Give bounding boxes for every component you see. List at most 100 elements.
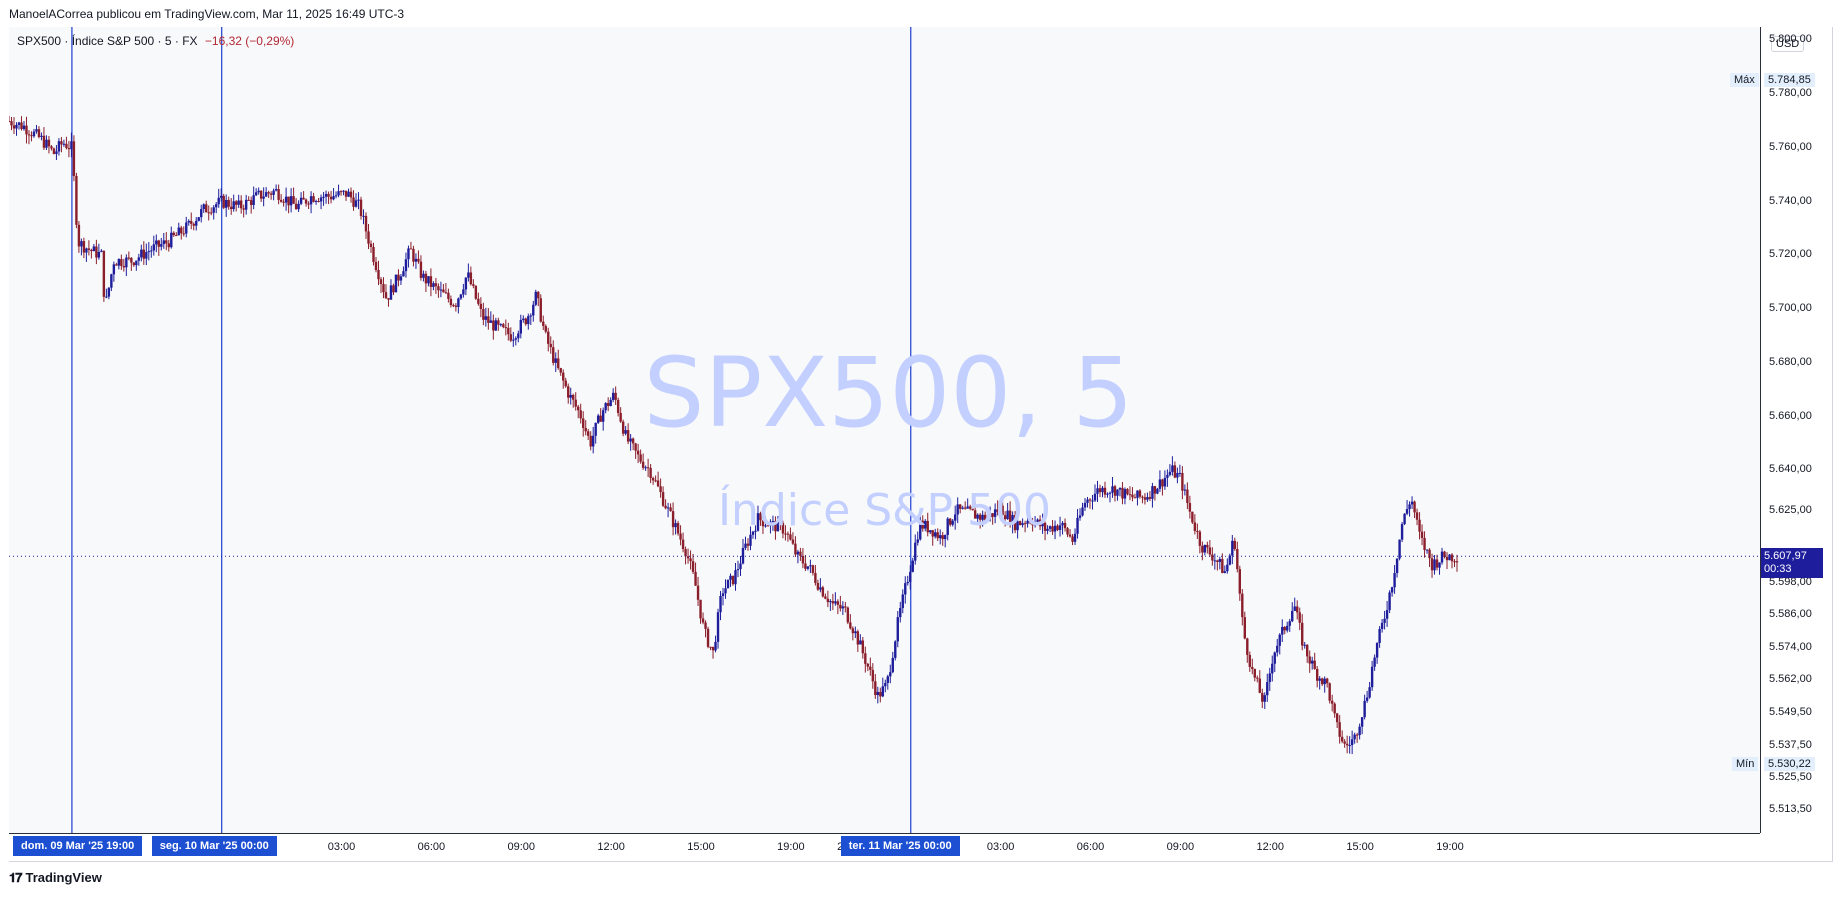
candle: [372, 242, 375, 266]
candle: [751, 530, 755, 539]
candle: [736, 560, 740, 578]
candle: [67, 140, 71, 158]
candle: [227, 196, 230, 210]
candle: [926, 512, 929, 537]
candle: [215, 202, 218, 214]
candle: [170, 226, 173, 249]
candle: [70, 132, 73, 158]
candle: [1368, 681, 1371, 699]
candle: [304, 198, 308, 207]
time-tick-label: 06:00: [1076, 841, 1105, 853]
candle: [1076, 509, 1079, 539]
candle: [344, 190, 348, 201]
candle: [1061, 521, 1064, 535]
candle: [322, 191, 325, 206]
candle: [287, 196, 290, 214]
candle: [1445, 552, 1449, 570]
candle: [1221, 553, 1224, 574]
candle: [804, 555, 807, 572]
candle: [284, 187, 288, 211]
candle: [342, 190, 345, 196]
candle: [65, 136, 68, 150]
candle: [85, 247, 88, 262]
candle: [934, 528, 937, 539]
candle: [1276, 638, 1279, 657]
candle: [706, 626, 710, 649]
candle: [494, 317, 498, 332]
time-tick-label: 15:00: [1346, 841, 1374, 853]
currency-button[interactable]: USD: [1771, 36, 1805, 52]
candle: [953, 505, 957, 530]
candle: [909, 565, 912, 590]
candle: [180, 225, 183, 240]
candlestick-chart[interactable]: [9, 27, 1760, 833]
candle: [1181, 466, 1184, 500]
candle: [854, 626, 857, 639]
symbol-legend[interactable]: SPX500 · Índice S&P 500 · 5 · FX −16,32 …: [17, 34, 294, 48]
candle: [1390, 586, 1394, 597]
candle: [766, 523, 770, 527]
price-tick-label: 5.700,00: [1769, 302, 1812, 315]
candle: [716, 608, 720, 649]
candle: [1320, 677, 1324, 687]
candle: [502, 322, 505, 329]
candle: [394, 274, 398, 293]
candle: [1433, 555, 1436, 575]
candle: [552, 340, 555, 366]
candle: [1378, 626, 1381, 648]
candle: [641, 453, 645, 470]
candle: [1453, 559, 1456, 567]
candle: [694, 562, 697, 586]
candle: [1370, 660, 1374, 691]
candle: [112, 261, 116, 282]
candle: [604, 402, 607, 414]
candle: [1291, 602, 1294, 623]
candle: [1001, 501, 1004, 516]
candle: [739, 555, 742, 576]
candle: [1166, 469, 1169, 487]
candle: [734, 563, 737, 591]
candle: [1113, 484, 1117, 502]
candle: [819, 578, 822, 593]
candle: [961, 505, 964, 510]
candle: [1398, 539, 1401, 561]
price-tick-label: 5.740,00: [1769, 194, 1812, 207]
candle: [1400, 521, 1404, 543]
time-axis[interactable]: 19:0020:0003:0006:0009:0012:0015:0019:00…: [9, 833, 1760, 862]
candle: [587, 428, 590, 441]
candle: [1373, 654, 1376, 671]
candle: [756, 505, 760, 532]
price-tick-label: 5.562,00: [1769, 672, 1812, 685]
candle: [210, 207, 213, 216]
candle: [1271, 655, 1274, 682]
chart-pane[interactable]: SPX500, 5 Índice S&P 500 ⚡: [9, 27, 1760, 833]
candle: [973, 501, 977, 519]
candle: [789, 527, 792, 541]
candle: [591, 426, 595, 454]
candle: [1171, 456, 1174, 476]
candle: [547, 327, 550, 352]
candle: [1348, 736, 1351, 754]
candle: [35, 125, 38, 134]
candle: [579, 403, 582, 424]
candle: [1325, 677, 1329, 688]
candle: [387, 298, 390, 307]
candle: [42, 127, 46, 150]
candle: [422, 270, 425, 282]
candle: [1208, 540, 1212, 557]
candle: [479, 297, 483, 318]
candle: [891, 651, 894, 674]
candle: [200, 204, 203, 223]
candle: [429, 268, 433, 297]
candle: [1218, 556, 1222, 570]
price-axis[interactable]: USD 5.800,00 5.780,00 5.760,00 5.740,00 5.72…: [1760, 27, 1834, 833]
max-label: Máx: [1730, 73, 1759, 88]
candle: [958, 504, 962, 514]
candle: [671, 502, 675, 536]
candle: [1091, 495, 1094, 510]
min-label: Mín: [1732, 757, 1759, 772]
candle: [297, 200, 300, 212]
candle: [771, 515, 775, 531]
tradingview-logo[interactable]: 𝟏𝟕 TradingView: [9, 870, 102, 886]
candle: [354, 193, 358, 208]
